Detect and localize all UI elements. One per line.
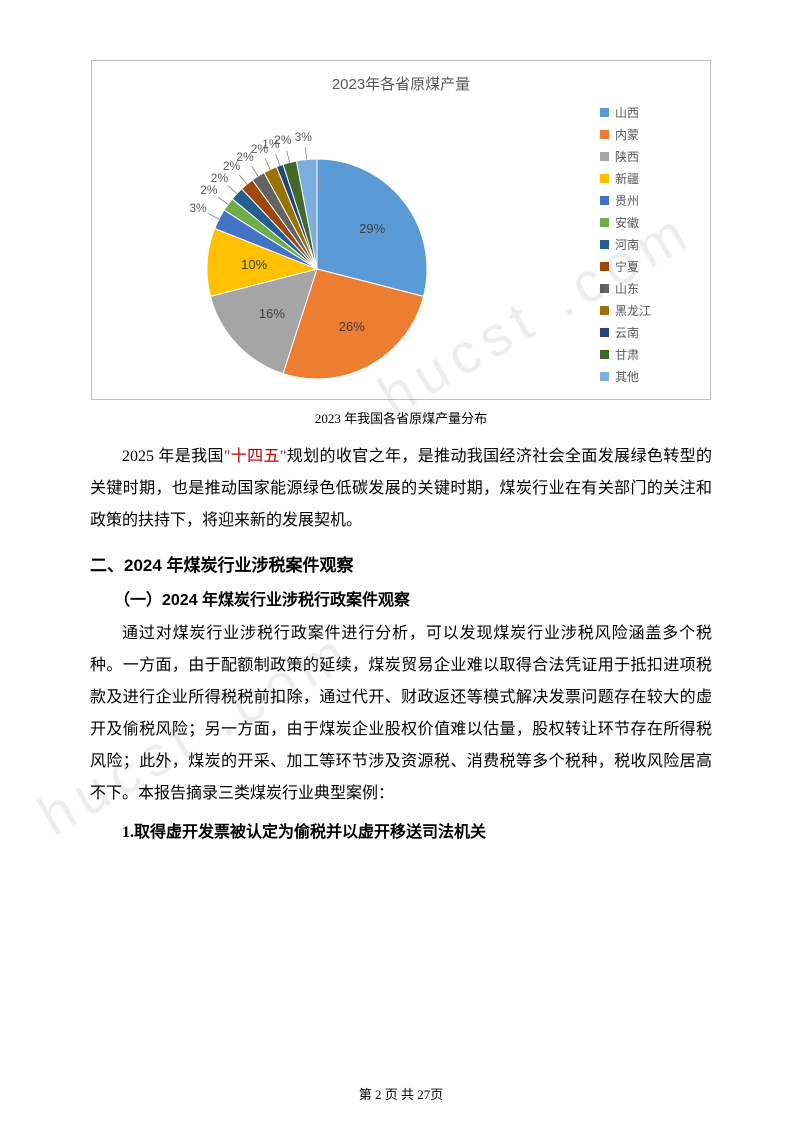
para1-pre: 2025 年是我国 (122, 448, 224, 465)
legend-label: 内蒙 (615, 126, 639, 143)
legend-item: 贵州 (600, 192, 690, 209)
heading-4: 1.取得虚开发票被认定为偷税并以虚开移送司法机关 (90, 818, 712, 842)
legend-label: 河南 (615, 236, 639, 253)
legend-label: 宁夏 (615, 258, 639, 275)
slice-label: 3% (189, 201, 206, 215)
paragraph-1: 2025 年是我国"十四五"规划的收官之年，是推动我国经济社会全面发展绿色转型的… (90, 441, 712, 537)
legend-item: 山西 (600, 104, 690, 121)
legend-item: 其他 (600, 368, 690, 385)
legend-item: 陕西 (600, 148, 690, 165)
legend-label: 安徽 (615, 214, 639, 231)
heading-2: 二、2024 年煤炭行业涉税案件观察 (90, 551, 712, 576)
legend-item: 新疆 (600, 170, 690, 187)
legend-label: 黑龙江 (615, 302, 651, 319)
legend-label: 甘肃 (615, 346, 639, 363)
legend-swatch (600, 218, 609, 227)
slice-label: 29% (359, 221, 385, 236)
legend-label: 山东 (615, 280, 639, 297)
legend-swatch (600, 108, 609, 117)
legend-item: 河南 (600, 236, 690, 253)
legend-label: 云南 (615, 324, 639, 341)
footer-pre: 第 (359, 1087, 375, 1102)
chart-container: 2023年各省原煤产量 29%26%16%10%3%2%2%2%2%2%1%2%… (91, 60, 711, 400)
slice-label: 2% (200, 183, 217, 197)
page-footer: 第 2 页 共 27页 (0, 1084, 802, 1103)
slice-label: 26% (339, 319, 365, 334)
legend-item: 宁夏 (600, 258, 690, 275)
legend-label: 贵州 (615, 192, 639, 209)
paragraph-2: 通过对煤炭行业涉税行政案件进行分析，可以发现煤炭行业涉税风险涵盖多个税种。一方面… (90, 618, 712, 810)
legend-swatch (600, 284, 609, 293)
legend-swatch (600, 174, 609, 183)
heading-3: （一）2024 年煤炭行业涉税行政案件观察 (90, 586, 712, 610)
legend-swatch (600, 196, 609, 205)
legend-item: 甘肃 (600, 346, 690, 363)
legend-item: 山东 (600, 280, 690, 297)
legend-swatch (600, 372, 609, 381)
legend-item: 云南 (600, 324, 690, 341)
para1-highlight: "十四五" (224, 448, 287, 465)
legend-item: 内蒙 (600, 126, 690, 143)
legend-swatch (600, 130, 609, 139)
legend-swatch (600, 152, 609, 161)
chart-caption: 2023 年我国各省原煤产量分布 (90, 408, 712, 427)
legend-swatch (600, 328, 609, 337)
footer-mid: 页 共 (381, 1087, 417, 1102)
legend-swatch (600, 262, 609, 271)
legend-swatch (600, 350, 609, 359)
legend-item: 黑龙江 (600, 302, 690, 319)
slice-label: 10% (241, 257, 267, 272)
slice-label: 16% (259, 306, 285, 321)
pie-area: 29%26%16%10%3%2%2%2%2%2%1%2%3% (92, 94, 600, 384)
legend-label: 新疆 (615, 170, 639, 187)
legend-item: 安徽 (600, 214, 690, 231)
slice-label: 2% (274, 133, 291, 147)
legend-label: 山西 (615, 104, 639, 121)
chart-legend: 山西内蒙陕西新疆贵州安徽河南宁夏山东黑龙江云南甘肃其他 (600, 94, 710, 384)
chart-body: 29%26%16%10%3%2%2%2%2%2%1%2%3% 山西内蒙陕西新疆贵… (92, 94, 710, 384)
footer-post: 页 (430, 1087, 443, 1102)
legend-label: 陕西 (615, 148, 639, 165)
legend-swatch (600, 306, 609, 315)
slice-label: 3% (295, 130, 312, 144)
legend-label: 其他 (615, 368, 639, 385)
footer-total: 27 (417, 1087, 430, 1102)
chart-title: 2023年各省原煤产量 (92, 61, 710, 94)
legend-swatch (600, 240, 609, 249)
